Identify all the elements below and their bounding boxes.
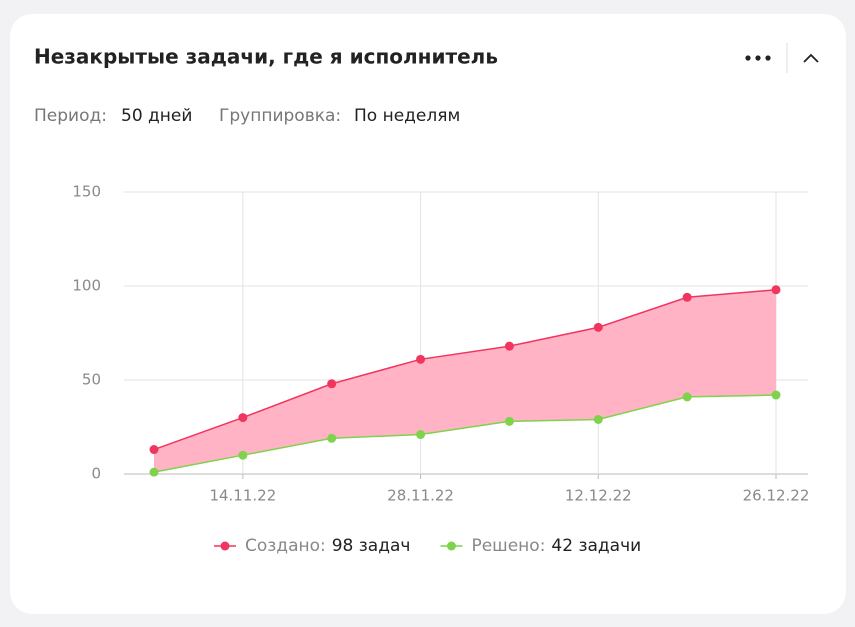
point bbox=[238, 450, 248, 460]
point bbox=[682, 292, 692, 302]
point bbox=[771, 285, 781, 295]
period-label: Период: bbox=[34, 106, 107, 126]
point bbox=[416, 354, 426, 364]
point bbox=[149, 467, 159, 477]
area-between bbox=[154, 289, 776, 473]
legend-item[interactable]: Решено: 42 задачи bbox=[440, 536, 641, 556]
grouping-label: Группировка: bbox=[219, 106, 341, 126]
legend-label: Решено: bbox=[471, 536, 545, 556]
more-button[interactable] bbox=[745, 55, 771, 61]
legend-item[interactable]: Создано: 98 задач bbox=[214, 536, 410, 556]
x-tick-label: 26.12.22 bbox=[743, 487, 810, 505]
point bbox=[771, 390, 781, 400]
point bbox=[682, 392, 692, 402]
legend-marker bbox=[446, 541, 456, 551]
point bbox=[327, 379, 337, 389]
legend-marker bbox=[220, 541, 230, 551]
legend-value: 98 задач bbox=[332, 536, 411, 556]
point bbox=[416, 430, 426, 440]
period-value[interactable]: 50 дней bbox=[121, 106, 192, 126]
y-tick-label: 50 bbox=[82, 371, 101, 389]
widget-title: Незакрытые задачи, где я исполнитель bbox=[34, 45, 498, 69]
grouping-value[interactable]: По неделям bbox=[354, 106, 460, 126]
y-tick-label: 150 bbox=[72, 183, 101, 201]
x-tick-label: 28.11.22 bbox=[387, 487, 454, 505]
point bbox=[149, 445, 159, 455]
legend-value: 42 задачи bbox=[551, 536, 641, 556]
y-tick-label: 100 bbox=[72, 277, 101, 295]
point bbox=[504, 416, 514, 426]
series-line bbox=[153, 394, 777, 473]
x-tick-label: 12.12.22 bbox=[565, 487, 632, 505]
collapse-button[interactable] bbox=[803, 53, 819, 63]
y-tick-label: 0 bbox=[91, 465, 101, 483]
point bbox=[593, 322, 603, 332]
series-line bbox=[153, 289, 777, 451]
point bbox=[504, 341, 514, 351]
x-tick-label: 14.11.22 bbox=[209, 487, 276, 505]
point bbox=[238, 413, 248, 423]
point bbox=[593, 414, 603, 424]
point bbox=[327, 433, 337, 443]
legend-label: Создано: bbox=[245, 536, 326, 556]
